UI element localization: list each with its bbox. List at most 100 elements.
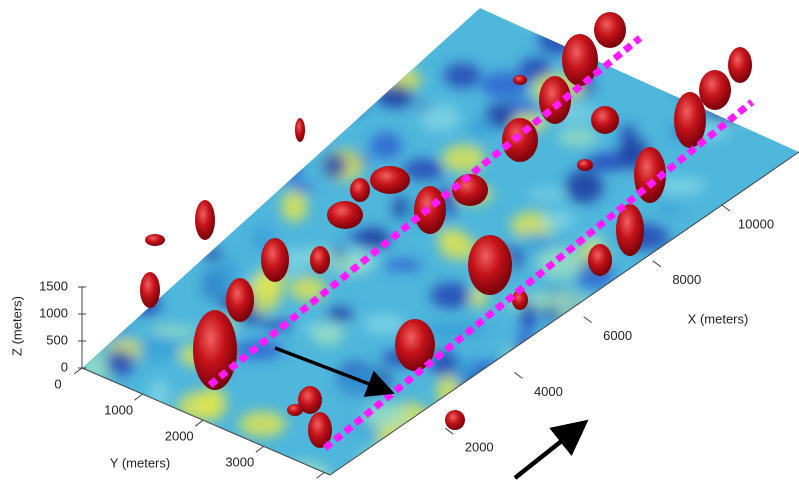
field-patch: [155, 225, 189, 235]
field-patch: [97, 59, 116, 72]
chart: Z (meters) Y (meters) X (meters) 0500100…: [0, 0, 799, 481]
isosurface-blob: [468, 235, 512, 295]
field-patch: [172, 101, 218, 121]
y-tick-label: 1000: [104, 403, 133, 418]
field-patch: [753, 373, 793, 397]
field-patch: [273, 464, 296, 480]
field-patch: [67, 435, 93, 450]
field-patch: [186, 91, 206, 109]
field-patch: [505, 342, 553, 366]
isosurface-blob: [287, 404, 303, 416]
field-patch: [131, 105, 170, 122]
field-patch: [745, 21, 770, 35]
x-axis-label: X (meters): [688, 311, 749, 326]
field-patch: [377, 424, 409, 451]
isosurface-blob: [699, 70, 731, 110]
field-patch: [291, 183, 314, 193]
field-patch: [698, 401, 729, 420]
field-patch: [199, 386, 227, 420]
field-patch: [95, 0, 141, 16]
isosurface-blob: [310, 246, 330, 274]
field-patch: [675, 463, 725, 481]
field-patch: [612, 313, 662, 324]
isosurface-blob: [445, 410, 465, 430]
field-patch: [589, 452, 633, 467]
isosurface-blob: [327, 201, 363, 229]
z-tick-label: 500: [46, 332, 68, 347]
field-patch: [565, 170, 603, 203]
field-patch: [100, 118, 134, 141]
z-tick-label: 0: [61, 359, 68, 374]
field-patch: [675, 421, 717, 444]
x-tick: [584, 317, 592, 323]
field-patch: [77, 465, 100, 481]
field-patch: [644, 391, 662, 407]
isosurface-blob: [513, 75, 527, 85]
field-patch: [417, 468, 436, 481]
field-patch: [736, 237, 756, 252]
isosurface-blob: [562, 34, 598, 86]
field-patch: [444, 63, 481, 88]
field-patch: [710, 440, 743, 470]
field-patch: [507, 0, 534, 17]
field-patch: [691, 380, 714, 403]
field-patch: [105, 349, 134, 376]
field-patch: [294, 49, 324, 71]
isosurface-blob: [140, 272, 160, 308]
x-tick-label: 4000: [534, 384, 563, 399]
field-patch: [748, 84, 794, 117]
field-patch: [430, 282, 471, 308]
field-patch: [577, 447, 613, 471]
field-patch: [161, 64, 179, 85]
field-patch: [514, 331, 536, 362]
field-patch: [655, 13, 687, 37]
y-tick: [195, 420, 203, 426]
field-patch: [289, 276, 326, 301]
field-patch: [643, 463, 681, 481]
field-patch: [635, 39, 684, 61]
field-patch: [734, 377, 754, 399]
y-tick: [135, 394, 143, 400]
z-axis-label: Z (meters): [9, 296, 24, 356]
field-patch: [323, 47, 345, 63]
isosurface-blob: [591, 106, 619, 134]
y-tick: [256, 446, 264, 452]
field-patch: [581, 323, 599, 349]
field-patch: [162, 51, 193, 62]
field-patch: [229, 117, 250, 145]
field-patch: [376, 84, 414, 108]
field-patch: [757, 264, 797, 280]
field-patch: [641, 0, 683, 10]
field-patch: [521, 349, 538, 379]
field-patch: [252, 10, 298, 30]
y-tick-label: 2000: [165, 429, 194, 444]
field-patch: [82, 69, 125, 97]
field-patch: [127, 22, 162, 35]
field-patch: [722, 1, 769, 23]
isosurface-blob: [588, 244, 612, 276]
field-patch: [754, 453, 772, 465]
field-patch: [204, 250, 224, 261]
field-patch: [775, 218, 799, 241]
field-patch: [648, 427, 697, 453]
field-patch: [720, 410, 768, 441]
field-patch: [624, 452, 643, 466]
field-patch: [281, 190, 308, 222]
field-patch: [754, 328, 792, 357]
field-patch: [596, 414, 614, 431]
isosurface-blob: [195, 200, 215, 240]
isosurface-blob: [261, 238, 289, 282]
field-patch: [306, 93, 345, 105]
y-tick: [74, 368, 82, 374]
field-patch: [262, 320, 295, 330]
isosurface-blob: [577, 159, 593, 171]
field-patch: [436, 376, 459, 408]
field-patch: [149, 379, 170, 411]
field-patch: [537, 345, 583, 365]
field-patch: [137, 335, 178, 361]
field-patch: [102, 94, 147, 127]
field-patch: [281, 472, 298, 481]
field-patch: [363, 57, 382, 91]
field-patch: [578, 415, 618, 441]
field-patch: [518, 9, 549, 24]
